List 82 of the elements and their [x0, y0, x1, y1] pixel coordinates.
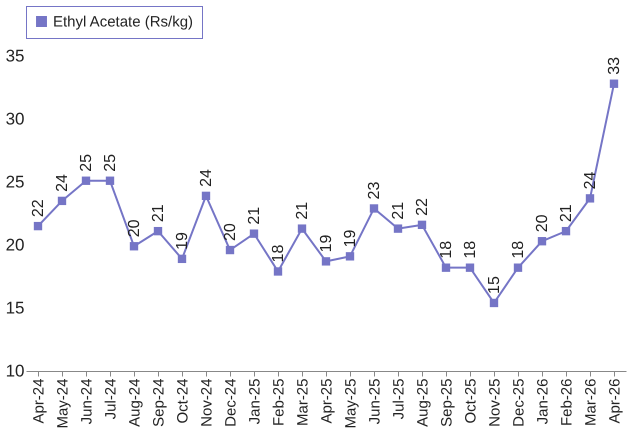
x-tick-label: Feb-26 [558, 378, 576, 426]
point [202, 192, 210, 200]
y-tick-label: 35 [6, 46, 24, 66]
data-label: 22 [30, 199, 47, 218]
x-tick-label: Apr-25 [318, 378, 336, 424]
point [322, 257, 330, 266]
x-tick-label: Jun-25 [366, 378, 384, 424]
data-label: 21 [150, 204, 167, 222]
data-label: 18 [438, 240, 455, 259]
x-tick-label: Apr-26 [606, 378, 624, 424]
x-tick-label: Jan-26 [534, 378, 552, 424]
point [34, 222, 42, 230]
point [394, 224, 402, 233]
x-tick-label: May-24 [54, 378, 72, 429]
data-label: 24 [54, 174, 71, 192]
point [490, 298, 498, 308]
point [610, 80, 618, 88]
point [586, 194, 594, 203]
data-label: 18 [510, 240, 527, 259]
x-tick-label: Apr-24 [30, 378, 48, 424]
x-tick-label: Feb-25 [270, 378, 288, 426]
data-label: 20 [534, 214, 551, 232]
data-label: 24 [198, 168, 215, 187]
point [274, 267, 282, 276]
data-label: 25 [102, 154, 119, 172]
x-tick-label: Mar-26 [582, 378, 600, 426]
data-label: 21 [558, 204, 575, 222]
x-tick-label: Dec-25 [510, 378, 528, 427]
legend-label: Ethyl Acetate (Rs/kg) [53, 14, 194, 30]
point [370, 204, 378, 213]
x-tick-label: Jun-24 [78, 378, 96, 424]
data-label: 19 [342, 229, 359, 248]
x-tick-label: Nov-24 [198, 378, 216, 427]
y-tick-label: 15 [6, 298, 24, 318]
data-label: 21 [246, 206, 263, 225]
point [442, 263, 450, 272]
data-label: 25 [78, 154, 95, 172]
data-label: 21 [390, 202, 407, 220]
point [226, 246, 234, 254]
x-tick-label: Aug-25 [414, 378, 432, 427]
data-label: 21 [294, 202, 311, 220]
x-tick-label: May-25 [342, 378, 360, 429]
y-tick-label: 30 [6, 110, 24, 128]
point [562, 226, 570, 236]
point [178, 254, 186, 264]
x-tick-label: Sep-24 [150, 378, 168, 427]
point [130, 242, 138, 250]
y-tick-label: 25 [6, 172, 24, 192]
point [538, 237, 546, 246]
point [154, 226, 162, 236]
x-tick-label: Sep-25 [438, 378, 456, 427]
data-label: 18 [462, 240, 479, 259]
data-label: 20 [222, 223, 239, 242]
point [346, 252, 354, 261]
data-label: 23 [366, 182, 383, 200]
y-tick-label: 20 [6, 236, 24, 254]
data-label: 22 [414, 198, 431, 216]
x-tick-label: Mar-25 [294, 378, 312, 426]
x-tick-label: Jan-25 [246, 378, 264, 424]
x-tick-label: Nov-25 [486, 378, 504, 427]
point [82, 176, 90, 185]
point [58, 196, 66, 206]
data-label: 24 [582, 171, 599, 190]
x-tick-label: Oct-25 [462, 378, 480, 424]
data-label: 19 [174, 232, 191, 250]
point [418, 220, 426, 230]
data-label: 18 [270, 244, 287, 262]
data-label: 15 [486, 276, 503, 294]
point [106, 176, 114, 185]
point [466, 263, 474, 272]
x-tick-label: Aug-24 [126, 378, 144, 427]
data-label: 20 [126, 219, 143, 238]
point [250, 229, 258, 238]
y-tick-label: 10 [6, 362, 24, 380]
x-tick-label: Jul-25 [390, 378, 408, 420]
x-tick-label: Oct-24 [174, 378, 192, 424]
x-tick-label: Jul-24 [102, 378, 120, 420]
point [298, 224, 306, 233]
data-label: 19 [318, 234, 335, 252]
x-tick-label: Dec-24 [222, 378, 240, 427]
data-label: 33 [606, 56, 623, 75]
point [514, 263, 522, 272]
